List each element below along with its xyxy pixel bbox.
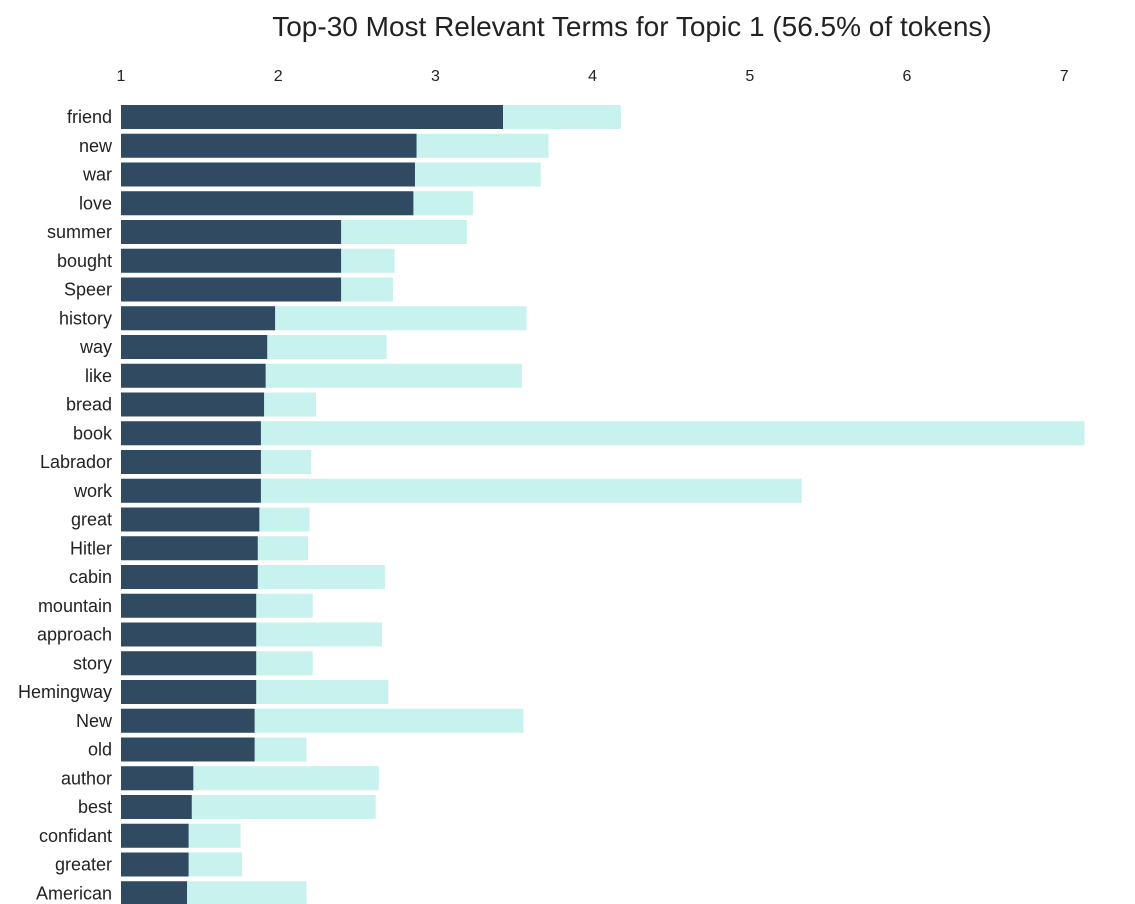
term-label[interactable]: war xyxy=(82,165,112,185)
topic-term-frequency-bar[interactable] xyxy=(121,766,194,791)
topic-term-frequency-bar[interactable] xyxy=(121,507,260,532)
term-label[interactable]: history xyxy=(59,308,112,328)
x-tick-label: 2 xyxy=(274,68,283,85)
term-label[interactable]: best xyxy=(78,797,112,817)
topic-term-frequency-bar[interactable] xyxy=(121,248,342,273)
term-label[interactable]: love xyxy=(79,193,112,213)
topic-term-frequency-bar[interactable] xyxy=(121,191,414,216)
term-label[interactable]: book xyxy=(73,423,113,443)
term-label[interactable]: mountain xyxy=(38,596,112,616)
term-label[interactable]: Hemingway xyxy=(18,682,112,702)
term-labels: friend new war love summer bought Speer history… xyxy=(18,107,113,903)
topic-term-frequency-bar[interactable] xyxy=(121,162,415,187)
topic-term-frequency-bar[interactable] xyxy=(121,536,258,561)
term-label[interactable]: New xyxy=(76,711,113,731)
x-tick-label: 1 xyxy=(117,68,126,85)
topic-term-frequency-bar[interactable] xyxy=(121,622,257,647)
topic-term-frequency-bar[interactable] xyxy=(121,823,189,848)
topic-term-frequency-bar[interactable] xyxy=(121,565,258,589)
topic-term-frequency-bar[interactable] xyxy=(121,306,276,331)
topic-term-frequency-bar[interactable] xyxy=(121,335,268,359)
bars-group xyxy=(121,105,1085,904)
x-tick-label: 4 xyxy=(588,68,597,85)
topic-term-frequency-bar[interactable] xyxy=(121,852,189,877)
term-label[interactable]: friend xyxy=(67,107,112,127)
term-label[interactable]: way xyxy=(79,337,112,357)
topic-term-frequency-bar[interactable] xyxy=(121,708,255,733)
term-label[interactable]: cabin xyxy=(69,567,112,587)
term-label[interactable]: bread xyxy=(66,395,112,415)
term-label[interactable]: new xyxy=(79,136,113,156)
topic-term-frequency-bar[interactable] xyxy=(121,363,266,388)
term-label[interactable]: summer xyxy=(47,222,112,242)
term-label[interactable]: approach xyxy=(37,625,112,645)
topic-term-frequency-bar[interactable] xyxy=(121,277,342,302)
x-tick-label: 5 xyxy=(745,68,754,85)
term-label[interactable]: American xyxy=(36,883,112,903)
topic-term-frequency-bar[interactable] xyxy=(121,220,342,244)
term-label[interactable]: old xyxy=(88,740,112,760)
term-label[interactable]: Hitler xyxy=(70,538,112,558)
term-label[interactable]: Labrador xyxy=(40,452,112,472)
term-label[interactable]: greater xyxy=(55,855,112,875)
topic-term-frequency-bar[interactable] xyxy=(121,392,265,417)
topic-term-frequency-bar[interactable] xyxy=(121,651,257,676)
topic-term-frequency-bar[interactable] xyxy=(121,450,261,474)
term-label[interactable]: author xyxy=(61,768,112,788)
topic-term-frequency-bar[interactable] xyxy=(121,478,261,503)
term-label[interactable]: story xyxy=(73,653,112,673)
topic-term-frequency-bar[interactable] xyxy=(121,133,417,158)
x-tick-label: 3 xyxy=(431,68,440,85)
topic-term-frequency-bar[interactable] xyxy=(121,105,503,129)
topic-term-frequency-bar[interactable] xyxy=(121,593,257,618)
term-label[interactable]: great xyxy=(71,510,112,530)
x-tick-label: 7 xyxy=(1060,68,1069,85)
topic-term-frequency-bar[interactable] xyxy=(121,737,255,762)
term-label[interactable]: confidant xyxy=(39,826,112,846)
x-axis-ticks: 1 2 3 4 5 6 7 xyxy=(117,68,1069,85)
topic-term-frequency-bar[interactable] xyxy=(121,421,261,446)
term-label[interactable]: bought xyxy=(57,251,112,271)
x-tick-label: 6 xyxy=(903,68,912,85)
topic-term-frequency-bar[interactable] xyxy=(121,795,192,819)
term-label[interactable]: like xyxy=(85,366,112,386)
topic-term-frequency-bar[interactable] xyxy=(121,680,257,704)
term-label[interactable]: Speer xyxy=(64,280,112,300)
chart-title: Top-30 Most Relevant Terms for Topic 1 (… xyxy=(272,11,992,42)
topic-term-frequency-bar[interactable] xyxy=(121,881,188,904)
overall-term-frequency-bar[interactable] xyxy=(121,421,1085,446)
term-label[interactable]: work xyxy=(73,481,113,501)
